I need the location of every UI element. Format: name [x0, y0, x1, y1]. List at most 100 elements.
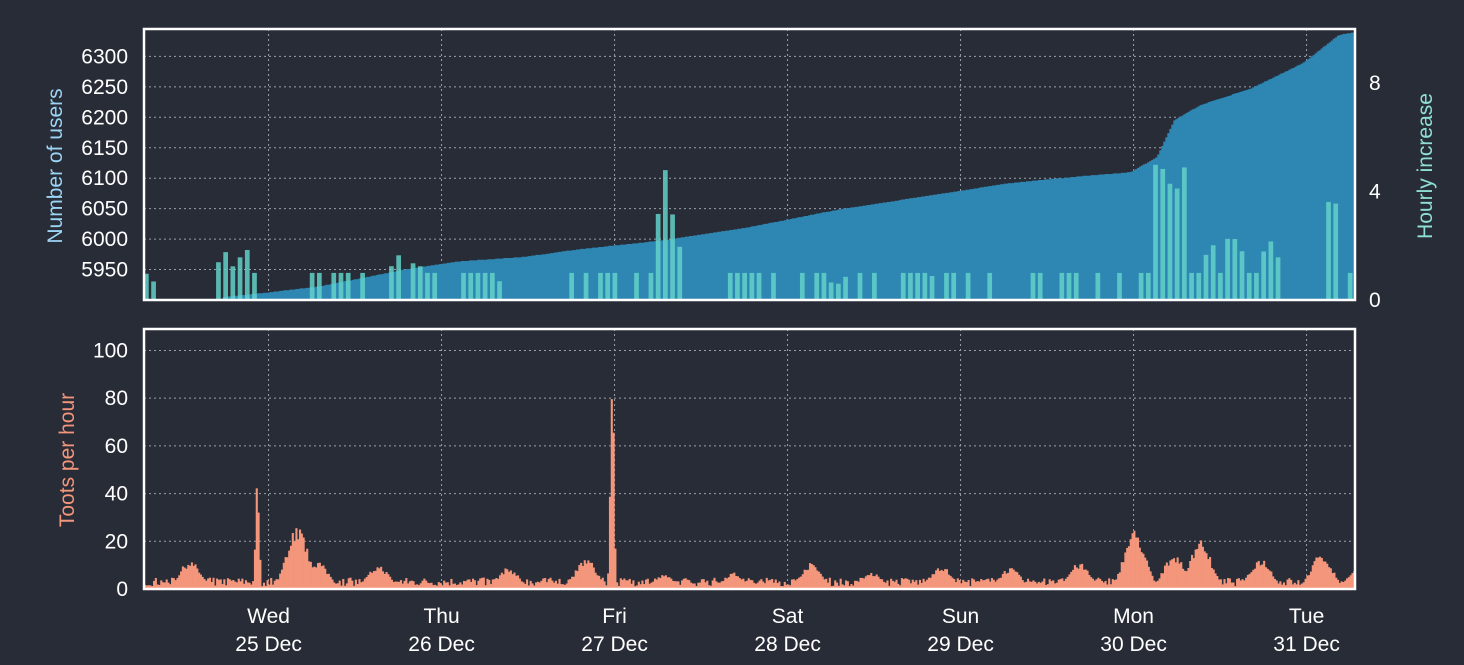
toots-bar — [1176, 557, 1179, 589]
toots-bar — [252, 581, 255, 589]
toots-bar — [1136, 537, 1140, 589]
toots-bar — [286, 557, 289, 589]
toots-bar — [1245, 577, 1248, 589]
toots-bar — [1003, 571, 1006, 589]
toots-bar — [435, 585, 439, 589]
hourly-bar — [461, 272, 466, 300]
toots-bar — [992, 579, 995, 589]
toots-bar — [637, 581, 640, 589]
toots-bar — [531, 583, 534, 589]
toots-bar — [965, 582, 968, 589]
toots-bar — [933, 574, 936, 589]
toots-bar — [383, 573, 386, 589]
toots-bar — [864, 576, 867, 589]
toots-bar — [1064, 578, 1067, 589]
toots-tick-label-4: 80 — [105, 387, 128, 410]
toots-bar — [1041, 581, 1044, 589]
toots-bar — [536, 581, 539, 589]
toots-bar — [1308, 575, 1311, 589]
toots-bar — [1322, 561, 1325, 589]
toots-bar — [1046, 584, 1049, 589]
toots-bar — [1286, 579, 1289, 589]
toots-bar — [1135, 537, 1138, 589]
hourly-bar — [951, 272, 957, 300]
toots-bar — [443, 580, 446, 589]
hourly-bar — [857, 272, 863, 300]
toots-bar — [924, 581, 927, 589]
toots-bar — [1259, 565, 1262, 589]
toots-bar — [1027, 578, 1030, 589]
toots-bar — [882, 581, 885, 589]
toots-bar — [1156, 580, 1159, 589]
toots-bar — [403, 580, 406, 589]
toots-bar — [214, 585, 217, 589]
toots-bar — [461, 584, 464, 589]
toots-bar — [396, 581, 399, 589]
toots-bar — [1174, 562, 1177, 589]
toots-bar — [551, 580, 554, 589]
toots-bar — [837, 585, 840, 589]
hourly-bar — [771, 272, 776, 300]
toots-bar — [508, 571, 511, 589]
toots-bar — [1264, 567, 1267, 589]
toots-bar — [823, 579, 826, 589]
toots-bar — [1171, 559, 1174, 589]
toots-bar — [1241, 579, 1244, 589]
toots-bar — [666, 577, 669, 589]
toots-bar — [920, 582, 923, 589]
toots-bar — [1108, 578, 1111, 589]
toots-bar — [783, 581, 786, 589]
toots-bar — [648, 583, 651, 589]
toots-bar — [484, 585, 487, 589]
toots-bar — [1340, 581, 1343, 589]
toots-bar — [1163, 565, 1167, 589]
toots-bar — [217, 579, 220, 589]
toots-bar — [518, 578, 521, 589]
toots-bar — [538, 582, 541, 589]
toots-bar — [1304, 578, 1307, 589]
toots-bar — [502, 574, 505, 589]
toots-bar — [942, 571, 945, 589]
toots-bar — [1039, 582, 1042, 589]
toots-bar — [1351, 573, 1354, 589]
toots-bar — [315, 567, 318, 589]
toots-bar — [1095, 579, 1098, 589]
toots-bar — [983, 580, 986, 589]
toots-bar — [969, 586, 972, 589]
toots-bar — [778, 581, 781, 589]
toots-bar — [376, 567, 379, 589]
toots-bar — [1147, 566, 1150, 589]
toots-bar — [1018, 574, 1021, 589]
hourly-bar — [1232, 239, 1238, 300]
toots-axis-label: Toots per hour — [56, 393, 79, 527]
toots-bar — [915, 580, 918, 589]
toots-bar — [956, 578, 959, 589]
toots-bar — [533, 585, 536, 589]
toots-bar — [1077, 568, 1080, 589]
hourly-bar — [821, 272, 827, 300]
hourly-bar — [677, 246, 683, 300]
toots-bar — [684, 578, 687, 589]
toots-bar — [363, 578, 366, 589]
toots-bar — [462, 580, 466, 589]
hourly-bar — [1066, 272, 1072, 300]
toots-bar — [677, 581, 680, 589]
toots-bar — [632, 580, 635, 589]
toots-bar — [545, 582, 548, 589]
toots-bar — [318, 562, 321, 589]
toots-bar — [812, 565, 815, 589]
toots-bar — [1268, 570, 1271, 589]
toots-bar — [1234, 586, 1237, 589]
toots-bar — [1293, 582, 1296, 589]
toots-bar — [1028, 581, 1031, 589]
toots-bar — [1191, 554, 1194, 589]
toots-bar — [1196, 548, 1199, 589]
toots-bar — [1281, 584, 1284, 589]
toots-bar — [1140, 552, 1143, 589]
toots-panel-grid — [144, 329, 1355, 589]
hourly-bar — [309, 272, 315, 300]
toots-bar — [745, 580, 748, 589]
toots-bar — [1113, 580, 1116, 589]
toots-bar — [987, 578, 990, 589]
